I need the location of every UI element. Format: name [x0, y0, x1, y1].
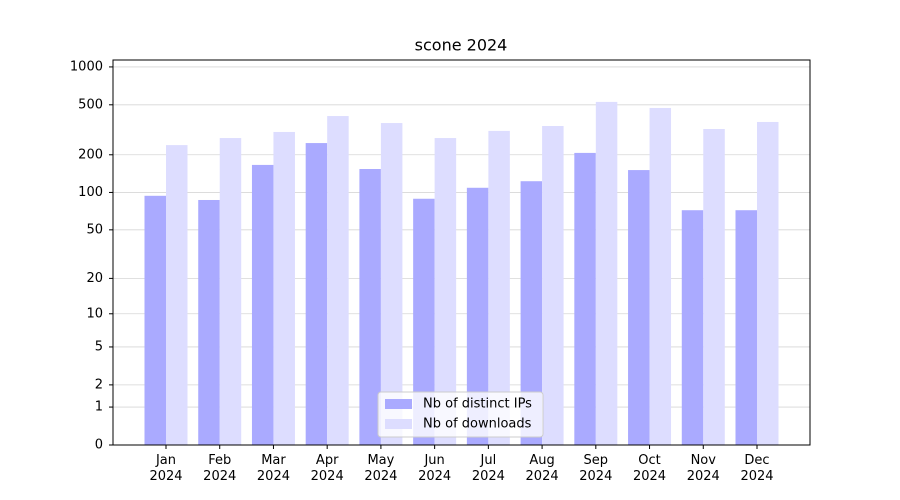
bar	[305, 143, 328, 445]
bar	[520, 181, 543, 445]
bar	[359, 169, 381, 445]
x-tick-label: May 2024	[364, 453, 398, 484]
bar	[628, 170, 650, 445]
y-tick-label: 500	[78, 97, 103, 112]
chart-title: scone 2024	[415, 36, 508, 55]
bar	[574, 152, 596, 445]
bar	[251, 164, 274, 445]
bar	[595, 101, 618, 446]
x-tick-label: Oct 2024	[632, 453, 667, 484]
plot-frame	[112, 59, 811, 446]
x-tick-label: Aug 2024	[525, 453, 559, 484]
y-tick-label: 2	[95, 377, 103, 392]
bar	[434, 138, 457, 445]
bar	[413, 198, 435, 445]
bar	[649, 107, 672, 446]
y-tick-label: 5	[95, 339, 103, 354]
y-tick-label: 0	[95, 438, 103, 453]
x-tick-label: Jul 2024	[471, 453, 505, 484]
bar	[757, 121, 779, 445]
bar	[144, 195, 166, 445]
y-tick-label: 1000	[70, 59, 103, 74]
bar	[219, 138, 242, 445]
x-tick-label: Nov 2024	[686, 453, 720, 484]
bar	[703, 128, 725, 446]
bar	[380, 123, 403, 445]
bar	[198, 199, 220, 445]
x-tick-label: Feb 2024	[203, 453, 237, 484]
x-tick-label: Dec 2024	[740, 453, 774, 484]
legend-box	[377, 391, 544, 438]
bar	[273, 131, 295, 445]
y-tick-label: 10	[86, 306, 103, 321]
y-tick-label: 200	[78, 147, 103, 162]
x-tick-label: Jan 2024	[149, 453, 183, 484]
legend-swatch	[385, 419, 412, 429]
bar	[466, 187, 489, 446]
bar	[542, 126, 564, 446]
x-tick-label: Mar 2024	[256, 453, 290, 484]
x-tick-label: Sep 2024	[579, 453, 613, 484]
bar	[166, 145, 188, 445]
bar	[488, 130, 510, 445]
legend-label: Nb of downloads	[423, 417, 532, 432]
y-tick-label: 20	[86, 271, 103, 286]
x-tick-label: Apr 2024	[310, 453, 344, 484]
x-tick-label: Jun 2024	[418, 453, 452, 484]
legend-swatch	[385, 399, 412, 409]
y-tick-label: 50	[86, 222, 103, 237]
y-tick-label: 100	[78, 185, 103, 200]
y-tick-label: 1	[95, 400, 103, 415]
bar	[681, 210, 704, 445]
bar	[327, 116, 349, 445]
bar	[735, 210, 757, 445]
legend-label: Nb of distinct IPs	[423, 397, 532, 412]
